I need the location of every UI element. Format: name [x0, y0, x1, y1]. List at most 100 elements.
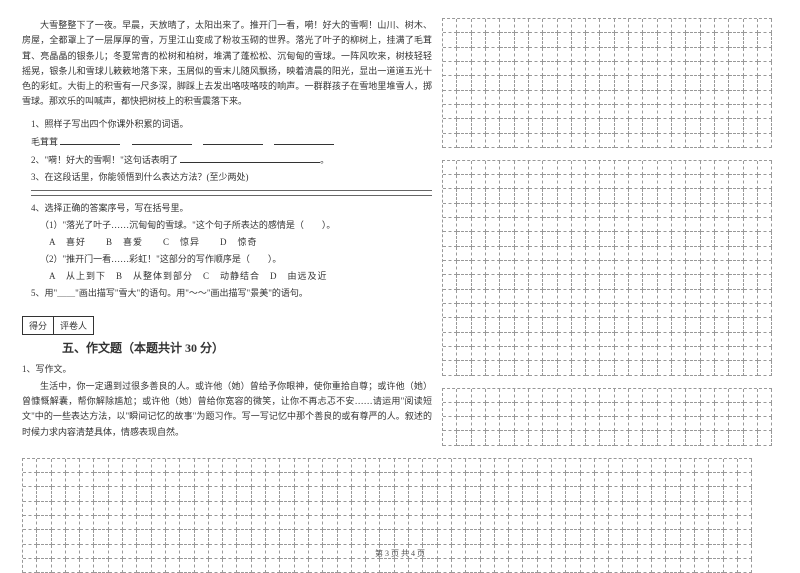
- grid-cell[interactable]: [486, 48, 500, 62]
- grid-cell[interactable]: [352, 530, 366, 544]
- grid-cell[interactable]: [615, 361, 629, 375]
- grid-cell[interactable]: [686, 76, 700, 90]
- grid-cell[interactable]: [500, 76, 514, 90]
- grid-cell[interactable]: [552, 516, 566, 530]
- grid-cell[interactable]: [715, 119, 729, 133]
- grid-cell[interactable]: [515, 431, 529, 445]
- q1-blank-4[interactable]: [274, 133, 334, 145]
- grid-cell[interactable]: [457, 105, 471, 119]
- grid-cell[interactable]: [758, 119, 772, 133]
- grid-cell[interactable]: [515, 403, 529, 417]
- grid-cell[interactable]: [495, 530, 509, 544]
- grid-cell[interactable]: [195, 516, 209, 530]
- grid-cell[interactable]: [409, 530, 423, 544]
- grid-cell[interactable]: [500, 19, 514, 33]
- grid-cell[interactable]: [658, 347, 672, 361]
- grid-cell[interactable]: [209, 459, 223, 473]
- grid-cell[interactable]: [701, 62, 715, 76]
- grid-cell[interactable]: [295, 516, 309, 530]
- grid-cell[interactable]: [686, 48, 700, 62]
- grid-cell[interactable]: [738, 516, 752, 530]
- grid-cell[interactable]: [658, 247, 672, 261]
- grid-cell[interactable]: [323, 473, 337, 487]
- grid-cell[interactable]: [472, 19, 486, 33]
- grid-cell[interactable]: [738, 459, 752, 473]
- grid-cell[interactable]: [180, 559, 194, 573]
- grid-cell[interactable]: [609, 502, 623, 516]
- grid-cell[interactable]: [529, 91, 543, 105]
- grid-cell[interactable]: [600, 389, 614, 403]
- grid-cell[interactable]: [472, 304, 486, 318]
- grid-cell[interactable]: [629, 333, 643, 347]
- grid-cell[interactable]: [500, 48, 514, 62]
- grid-cell[interactable]: [715, 389, 729, 403]
- grid-cell[interactable]: [66, 530, 80, 544]
- grid-cell[interactable]: [338, 459, 352, 473]
- grid-cell[interactable]: [729, 247, 743, 261]
- grid-cell[interactable]: [323, 502, 337, 516]
- grid-cell[interactable]: [615, 247, 629, 261]
- grid-cell[interactable]: [380, 559, 394, 573]
- grid-cell[interactable]: [586, 247, 600, 261]
- grid-cell[interactable]: [123, 487, 137, 501]
- grid-cell[interactable]: [523, 459, 537, 473]
- grid-cell[interactable]: [195, 487, 209, 501]
- grid-cell[interactable]: [758, 134, 772, 148]
- grid-cell[interactable]: [681, 473, 695, 487]
- grid-cell[interactable]: [701, 76, 715, 90]
- grid-cell[interactable]: [94, 559, 108, 573]
- grid-cell[interactable]: [66, 473, 80, 487]
- grid-cell[interactable]: [452, 487, 466, 501]
- grid-cell[interactable]: [615, 417, 629, 431]
- grid-cell[interactable]: [686, 417, 700, 431]
- grid-cell[interactable]: [195, 459, 209, 473]
- grid-cell[interactable]: [515, 62, 529, 76]
- grid-cell[interactable]: [180, 530, 194, 544]
- grid-cell[interactable]: [323, 487, 337, 501]
- grid-cell[interactable]: [658, 62, 672, 76]
- grid-cell[interactable]: [152, 487, 166, 501]
- grid-cell[interactable]: [529, 318, 543, 332]
- grid-cell[interactable]: [558, 290, 572, 304]
- grid-cell[interactable]: [686, 318, 700, 332]
- grid-cell[interactable]: [701, 361, 715, 375]
- grid-cell[interactable]: [558, 403, 572, 417]
- grid-cell[interactable]: [615, 431, 629, 445]
- grid-cell[interactable]: [701, 175, 715, 189]
- grid-cell[interactable]: [758, 175, 772, 189]
- grid-cell[interactable]: [52, 530, 66, 544]
- grid-cell[interactable]: [758, 389, 772, 403]
- grid-cell[interactable]: [744, 91, 758, 105]
- q1-blank-1[interactable]: [60, 133, 120, 145]
- grid-cell[interactable]: [672, 403, 686, 417]
- grid-cell[interactable]: [729, 204, 743, 218]
- grid-cell[interactable]: [500, 134, 514, 148]
- grid-cell[interactable]: [744, 19, 758, 33]
- grid-cell[interactable]: [443, 33, 457, 47]
- grid-cell[interactable]: [180, 487, 194, 501]
- grid-cell[interactable]: [543, 161, 557, 175]
- grid-cell[interactable]: [543, 232, 557, 246]
- grid-cell[interactable]: [123, 559, 137, 573]
- grid-cell[interactable]: [438, 516, 452, 530]
- grid-cell[interactable]: [715, 218, 729, 232]
- grid-cell[interactable]: [366, 516, 380, 530]
- grid-cell[interactable]: [123, 502, 137, 516]
- grid-cell[interactable]: [538, 559, 552, 573]
- grid-cell[interactable]: [629, 247, 643, 261]
- grid-cell[interactable]: [658, 48, 672, 62]
- grid-cell[interactable]: [515, 76, 529, 90]
- grid-cell[interactable]: [638, 459, 652, 473]
- grid-cell[interactable]: [744, 361, 758, 375]
- grid-cell[interactable]: [686, 333, 700, 347]
- grid-cell[interactable]: [466, 459, 480, 473]
- grid-cell[interactable]: [615, 403, 629, 417]
- grid-cell[interactable]: [252, 502, 266, 516]
- grid-cell[interactable]: [486, 62, 500, 76]
- grid-cell[interactable]: [744, 189, 758, 203]
- grid-cell[interactable]: [529, 261, 543, 275]
- grid-cell[interactable]: [552, 530, 566, 544]
- grid-cell[interactable]: [672, 19, 686, 33]
- grid-cell[interactable]: [500, 318, 514, 332]
- grid-cell[interactable]: [209, 530, 223, 544]
